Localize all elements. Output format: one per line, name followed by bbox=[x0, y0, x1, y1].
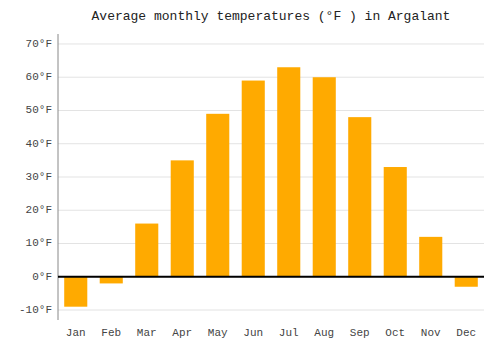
grid-line bbox=[58, 77, 484, 78]
grid-line bbox=[58, 43, 484, 44]
grid-line bbox=[58, 310, 484, 311]
y-tick-label: 10°F bbox=[26, 237, 52, 249]
bar bbox=[419, 237, 442, 277]
grid-line bbox=[58, 210, 484, 211]
grid-line bbox=[58, 177, 484, 178]
grid-line bbox=[58, 110, 484, 111]
x-tick-label: Jun bbox=[243, 327, 263, 339]
x-tick-label: Oct bbox=[385, 327, 405, 339]
bar bbox=[135, 224, 158, 277]
x-tick-label: Nov bbox=[421, 327, 441, 339]
y-tick-label: 20°F bbox=[26, 204, 52, 216]
grid-line bbox=[58, 276, 484, 277]
x-tick-label: Apr bbox=[172, 327, 192, 339]
bar bbox=[277, 67, 300, 277]
x-tick-label: Jan bbox=[66, 327, 86, 339]
page: Chart html, body { margin: 0; padding: 0… bbox=[0, 0, 500, 350]
y-tick-label: 60°F bbox=[26, 71, 52, 83]
chart-title: Average monthly temperatures (°F ) in Ar… bbox=[92, 9, 451, 24]
bar bbox=[171, 160, 194, 276]
x-tick-label: Sep bbox=[350, 327, 370, 339]
bar bbox=[455, 277, 478, 287]
chart-container: Average monthly temperatures (°F ) in Ar… bbox=[0, 0, 500, 350]
x-tick-label: Dec bbox=[456, 327, 476, 339]
bar bbox=[64, 277, 87, 307]
y-tick-label: 50°F bbox=[26, 104, 52, 116]
x-tick-label: Mar bbox=[137, 327, 157, 339]
bar bbox=[100, 277, 123, 284]
bar bbox=[242, 81, 265, 277]
y-tick-label: 0°F bbox=[32, 271, 52, 283]
x-axis: Jan Feb Mar Apr May Jun Jul Aug Sep Oct Nov Dec bbox=[66, 327, 476, 339]
zero-line bbox=[58, 276, 484, 278]
x-tick-label: Feb bbox=[101, 327, 121, 339]
chart-svg: Average monthly temperatures (°F ) in Ar… bbox=[0, 0, 500, 350]
page-body: {"chart_data": {"type": "bar", "title": … bbox=[0, 0, 500, 350]
x-tick-label: Aug bbox=[314, 327, 334, 339]
bar bbox=[313, 77, 336, 277]
y-tick-label: 40°F bbox=[26, 138, 52, 150]
y-tick-label: 30°F bbox=[26, 171, 52, 183]
x-tick-label: May bbox=[208, 327, 228, 339]
bar bbox=[206, 114, 229, 277]
bars bbox=[64, 67, 478, 306]
y-tick-label: 70°F bbox=[26, 38, 52, 50]
bar bbox=[348, 117, 371, 277]
y-tick-label: -10°F bbox=[19, 304, 52, 316]
y-axis: -10°F 0°F 10°F 20°F 30°F 40°F 50°F 60°F 70°F bbox=[19, 34, 58, 320]
bar bbox=[384, 167, 407, 277]
grid bbox=[58, 44, 484, 310]
grid-line bbox=[58, 143, 484, 144]
x-tick-label: Jul bbox=[279, 327, 299, 339]
